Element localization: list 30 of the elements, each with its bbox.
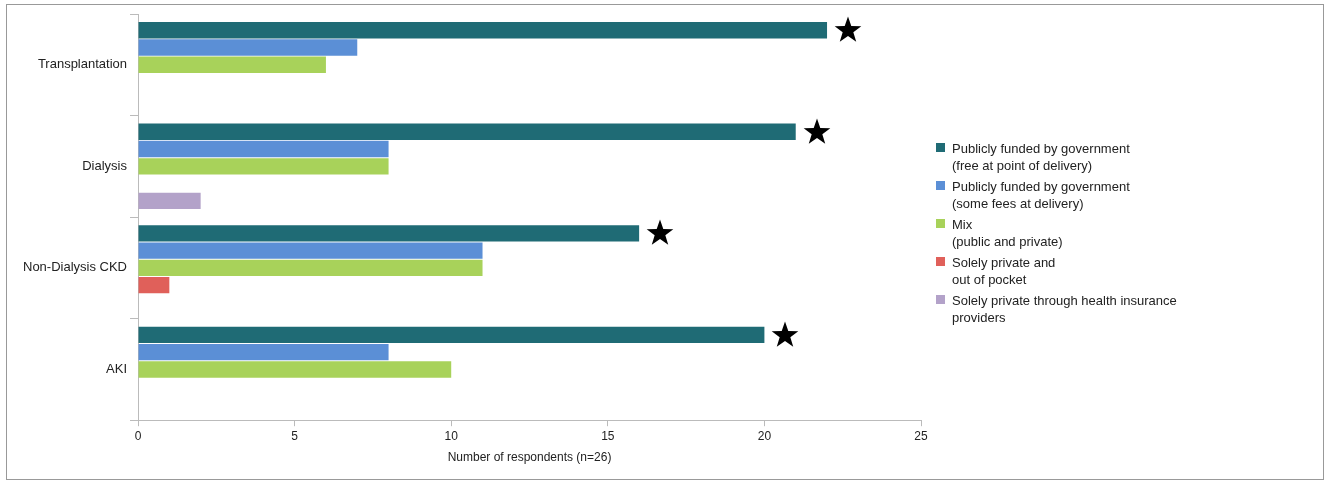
legend-label: Publicly funded by government (some fees at delivery)	[952, 178, 1130, 212]
legend-label: Solely private through health insurance providers	[952, 292, 1177, 326]
bar	[138, 276, 170, 294]
legend-label: Publicly funded by government (free at point of delivery)	[952, 140, 1130, 174]
legend-label: Mix (public and private)	[952, 216, 1063, 250]
bar	[138, 326, 765, 344]
x-tick-label: 15	[601, 428, 615, 443]
legend-label: Solely private and out of pocket	[952, 254, 1056, 288]
bar	[138, 225, 640, 242]
bar	[138, 140, 389, 158]
x-tick-label: 20	[757, 428, 772, 443]
bar	[138, 192, 201, 210]
bar	[138, 343, 389, 361]
x-tick-label: 10	[444, 428, 459, 443]
bar	[138, 56, 326, 73]
x-tick-label: 25	[914, 428, 928, 443]
y-tick-label: Dialysis	[82, 157, 128, 173]
bar	[138, 22, 828, 39]
bar	[138, 158, 389, 175]
bar	[138, 123, 796, 140]
x-axis-title: Number of respondents (n=26)	[447, 450, 612, 465]
bar	[138, 259, 483, 277]
y-tick-label: Transplantation	[37, 56, 128, 72]
y-tick-label: AKI	[106, 361, 128, 376]
bar	[138, 361, 452, 378]
y-tick-label: Non-Dialysis CKD	[22, 259, 128, 275]
bar	[138, 242, 483, 259]
x-tick-label: 0	[134, 428, 142, 443]
x-tick-label: 5	[291, 428, 299, 443]
bar	[138, 39, 358, 56]
